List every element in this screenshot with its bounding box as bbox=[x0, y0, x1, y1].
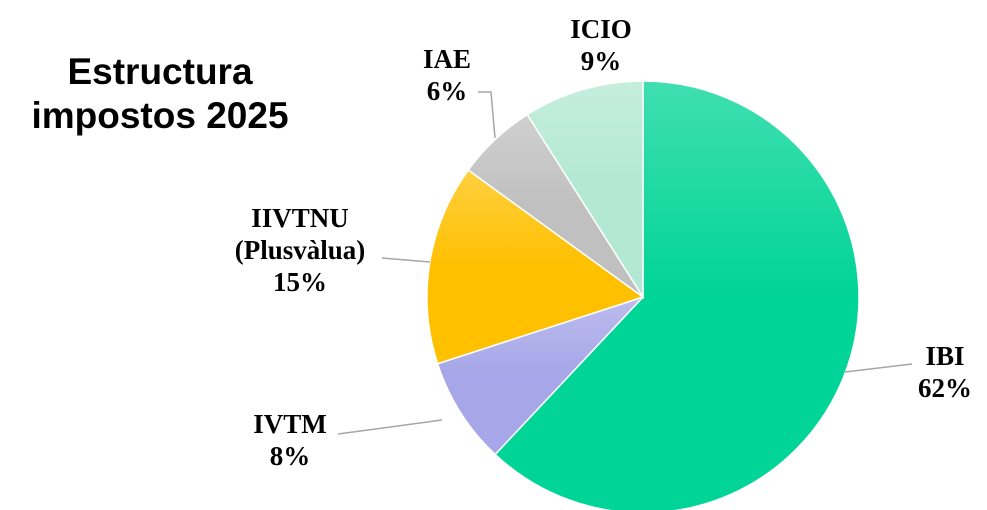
chart-title: Estructura impostos 2025 bbox=[31, 51, 289, 136]
data-label: IVTM 8% bbox=[230, 408, 350, 472]
category-label: IVTM bbox=[253, 409, 327, 439]
pie-slice bbox=[526, 80, 644, 300]
category-label: ICIO bbox=[570, 14, 632, 44]
pie-slice bbox=[494, 80, 860, 510]
value-label: 9% bbox=[580, 46, 622, 76]
leader-lines bbox=[337, 91, 913, 435]
category-label: IAE bbox=[422, 44, 471, 74]
data-label: IAE 6% bbox=[387, 43, 507, 107]
value-label: 6% bbox=[426, 76, 468, 106]
data-label: ICIO 9% bbox=[541, 13, 661, 77]
value-label: 8% bbox=[269, 441, 311, 471]
category-label: IBI bbox=[925, 341, 965, 371]
category-label: IIVTNU (Plusvàlua) bbox=[234, 203, 366, 265]
value-label: 15% bbox=[273, 267, 327, 297]
value-label: 62% bbox=[918, 373, 972, 403]
leader-line bbox=[337, 419, 443, 435]
data-label: IBI 62% bbox=[885, 340, 987, 404]
leader-line bbox=[478, 91, 496, 139]
data-label: IIVTNU (Plusvàlua) 15% bbox=[215, 202, 385, 298]
pie-slice bbox=[426, 168, 645, 365]
leader-line bbox=[844, 363, 913, 373]
pie bbox=[426, 80, 860, 510]
leader-line bbox=[381, 257, 431, 263]
pie-slice bbox=[436, 296, 644, 456]
